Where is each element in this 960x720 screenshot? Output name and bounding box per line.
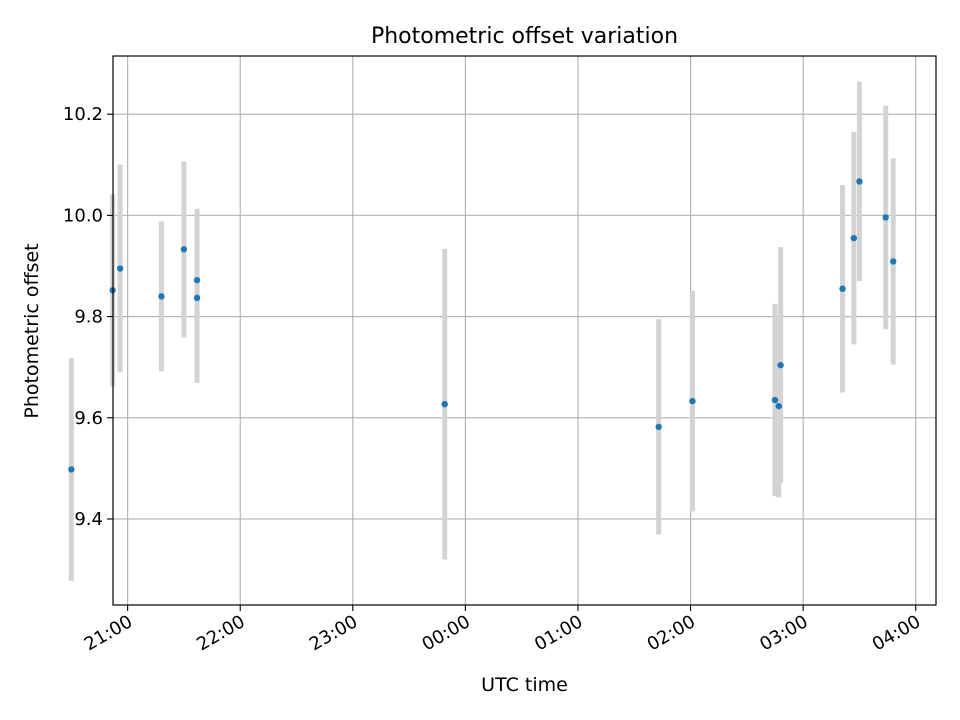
y-axis-label: Photometric offset [21, 243, 43, 418]
y-tick-label: 9.8 [74, 307, 103, 328]
data-point [839, 285, 846, 292]
data-point [890, 258, 897, 265]
data-point [68, 466, 75, 473]
data-point [180, 246, 188, 253]
data-point [193, 276, 201, 284]
data-point [193, 294, 201, 302]
x-tick-label: 21:00 [81, 611, 136, 655]
data-point [441, 400, 448, 408]
x-tick-label: 22:00 [193, 611, 248, 655]
data-point [850, 234, 858, 242]
data-point [775, 402, 782, 410]
grid [113, 56, 936, 605]
y-axis: 9.4 9.6 9.8 10.0 10.2 [63, 104, 113, 530]
plot-frame [112, 55, 937, 606]
y-tick-label: 10.2 [63, 104, 103, 125]
data-point [116, 265, 124, 272]
x-tick-label: 04:00 [869, 611, 924, 655]
data-point [689, 397, 696, 405]
data-point [771, 396, 779, 404]
y-tick-label: 9.4 [74, 509, 103, 530]
data-point [856, 178, 863, 185]
x-tick-label: 00:00 [418, 611, 473, 655]
data-point [655, 423, 662, 431]
x-axis-label: UTC time [481, 674, 568, 696]
data-point [882, 214, 889, 221]
x-tick-label: 01:00 [531, 611, 586, 655]
data-point [777, 361, 784, 369]
x-tick-label: 23:00 [306, 611, 361, 655]
x-tick-label: 03:00 [756, 611, 811, 655]
y-tick-label: 10.0 [63, 205, 103, 226]
data-point [158, 293, 165, 300]
y-tick-label: 9.6 [74, 408, 103, 429]
chart-title: Photometric offset variation [371, 24, 678, 49]
x-tick-label: 02:00 [644, 611, 699, 655]
data-points [68, 178, 897, 473]
error-bars [68, 81, 896, 581]
x-axis: 21:00 22:00 23:00 00:00 01:00 02:00 03:00 04:00 [81, 605, 924, 655]
